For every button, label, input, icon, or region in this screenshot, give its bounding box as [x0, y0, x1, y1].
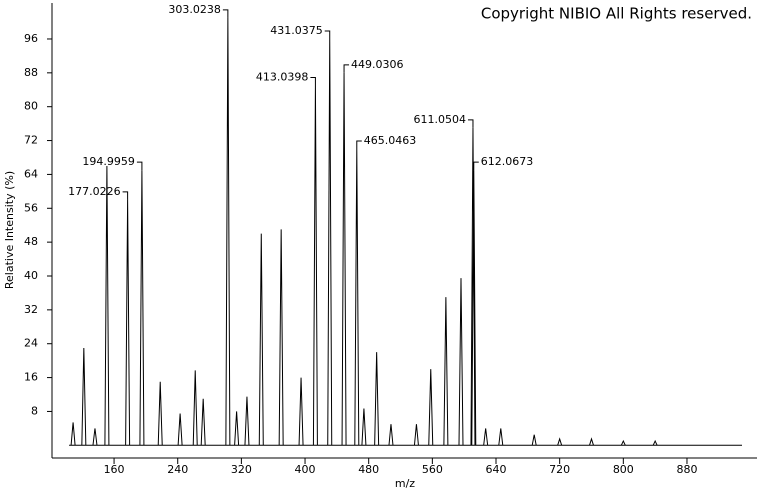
y-tick-label: 96 [24, 32, 38, 45]
peak [104, 165, 110, 446]
peak-label: 413.0398 [256, 71, 309, 84]
peak [157, 381, 163, 446]
x-tick-label: 320 [231, 463, 252, 476]
x-tick-label: 640 [486, 463, 507, 476]
peak [354, 149, 360, 446]
peak [443, 297, 449, 446]
peak-label: 177.0226 [68, 185, 121, 198]
peak-label: 449.0306 [351, 58, 404, 71]
peak-label: 431.0375 [270, 24, 323, 37]
y-tick-label: 40 [24, 269, 38, 282]
x-axis-label: m/z [395, 477, 415, 490]
peak [125, 199, 131, 446]
y-tick-label: 48 [24, 235, 38, 248]
x-tick-label: 560 [422, 463, 443, 476]
peak [413, 424, 419, 446]
peak [200, 398, 206, 446]
peak-label: 194.9959 [82, 155, 135, 168]
peak [81, 347, 87, 446]
peak [458, 278, 464, 446]
peak-label-bracket [343, 64, 350, 73]
copyright: Copyright NIBIO All Rights reserved. [481, 5, 752, 23]
x-tick-label: 480 [358, 463, 379, 476]
peak [483, 428, 489, 446]
x-tick-label: 240 [167, 463, 188, 476]
y-tick-label: 16 [24, 371, 38, 384]
peak [225, 17, 231, 446]
peak-label-bracket [222, 9, 229, 18]
peak-label-bracket [324, 30, 331, 39]
peak-label-bracket [136, 161, 143, 171]
peak [258, 233, 264, 446]
peak-label: 611.0504 [413, 113, 466, 126]
peak [620, 439, 626, 446]
peak-label-bracket [310, 77, 316, 86]
peak [428, 369, 434, 446]
y-tick-label: 32 [24, 303, 38, 316]
y-tick-label: 24 [24, 337, 38, 350]
peak [498, 428, 504, 446]
peak-label-bracket [467, 119, 474, 128]
peak [139, 170, 145, 446]
peak [388, 424, 394, 446]
x-tick-label: 880 [676, 463, 697, 476]
peak-label-bracket [473, 161, 479, 171]
x-tick-label: 800 [613, 463, 634, 476]
y-tick-label: 88 [24, 66, 38, 79]
x-tick-label: 160 [104, 463, 125, 476]
peak [177, 413, 183, 446]
y-tick-label: 64 [24, 167, 38, 180]
y-tick-label: 56 [24, 201, 38, 214]
peak [652, 439, 658, 446]
peak [557, 437, 563, 446]
peak-label: 303.0238 [168, 3, 221, 16]
peak [192, 370, 198, 446]
peak-label: 612.0673 [481, 155, 533, 168]
y-tick-label: 72 [24, 134, 38, 147]
peak [70, 422, 76, 446]
peak-label-bracket [122, 191, 129, 200]
peak [531, 434, 537, 446]
peak [244, 396, 250, 446]
peak [312, 85, 318, 446]
peak-label-bracket [356, 140, 362, 150]
peak [278, 229, 284, 446]
x-tick-label: 720 [549, 463, 570, 476]
peak [298, 377, 304, 446]
y-tick-label: 80 [24, 100, 38, 113]
x-tick-label: 400 [295, 463, 316, 476]
peak [327, 38, 333, 446]
y-tick-label: 8 [31, 404, 38, 417]
peak-label: 465.0463 [364, 134, 417, 147]
peak [374, 352, 380, 446]
peak [341, 72, 347, 446]
y-axis-label: Relative Intensity (%) [3, 171, 16, 289]
peak [361, 408, 367, 446]
peak [92, 428, 98, 446]
peak [234, 411, 240, 446]
peak [589, 437, 594, 446]
